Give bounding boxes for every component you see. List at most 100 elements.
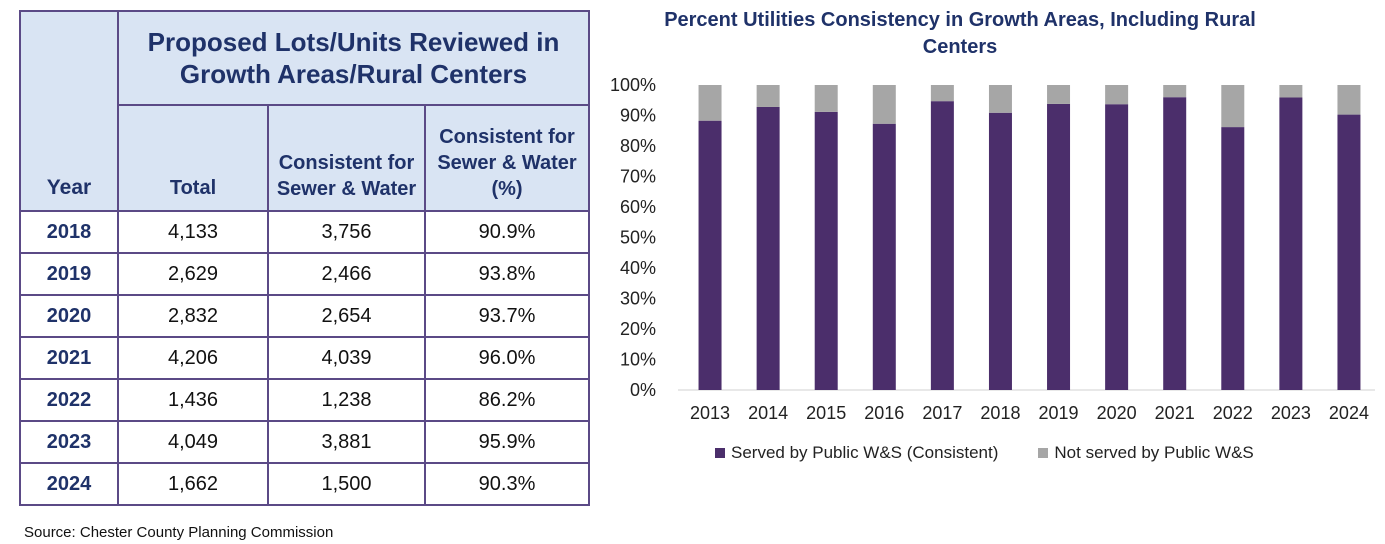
- bar-served: [1047, 103, 1071, 390]
- source-note: Source: Chester County Planning Commissi…: [24, 524, 334, 541]
- y-tick-label: 90%: [620, 106, 656, 126]
- y-tick-label: 20%: [620, 319, 656, 339]
- y-axis: 0% 10% 20% 30% 40% 50% 60% 70% 80% 90% 100%: [610, 75, 1375, 400]
- pct-cell: 90.9%: [423, 210, 591, 254]
- total-column-header: Total: [117, 104, 269, 212]
- bar-served: [1163, 97, 1187, 390]
- y-tick-label: 70%: [620, 167, 656, 187]
- total-cell: 4,049: [117, 420, 269, 464]
- pct-cell: 96.0%: [423, 336, 591, 380]
- x-axis: 2013 2014 2015 2016 2017 2018 2019 2020 2021 2022…: [690, 403, 1369, 423]
- y-tick-label: 0%: [630, 380, 656, 400]
- year-cell: 2020: [19, 294, 119, 338]
- y-tick-label: 10%: [620, 350, 656, 370]
- bar-not-served: [872, 85, 896, 124]
- year-cell: 2022: [19, 378, 119, 422]
- table-row: 2022 1,436 1,238 86.2%: [19, 378, 591, 422]
- lots-units-table: Year Proposed Lots/Units Reviewed in Gro…: [19, 10, 591, 506]
- consistent-cell: 1,500: [267, 462, 426, 506]
- bar-not-served: [1047, 85, 1071, 104]
- total-cell: 2,629: [117, 252, 269, 296]
- total-cell: 1,662: [117, 462, 269, 506]
- table-row: 2018 4,133 3,756 90.9%: [19, 210, 591, 254]
- legend-label: Served by Public W&S (Consistent): [731, 443, 999, 462]
- year-cell: 2018: [19, 210, 119, 254]
- y-tick-label: 60%: [620, 197, 656, 217]
- consistent-cell: 2,654: [267, 294, 426, 338]
- x-tick-label: 2023: [1271, 403, 1311, 423]
- consistent-column-header: Consistent for Sewer & Water: [267, 104, 426, 212]
- x-tick-label: 2017: [922, 403, 962, 423]
- x-tick-label: 2018: [980, 403, 1020, 423]
- legend-label: Not served by Public W&S: [1054, 443, 1254, 462]
- x-tick-label: 2013: [690, 403, 730, 423]
- pct-cell: 86.2%: [423, 378, 591, 422]
- x-tick-label: 2016: [864, 403, 904, 423]
- table-row: 2020 2,832 2,654 93.7%: [19, 294, 591, 338]
- table-row: 2023 4,049 3,881 95.9%: [19, 420, 591, 464]
- y-tick-label: 80%: [620, 136, 656, 156]
- bar-served: [988, 112, 1012, 390]
- bar-served: [1221, 127, 1245, 390]
- x-tick-label: 2021: [1155, 403, 1195, 423]
- table-row: 2021 4,206 4,039 96.0%: [19, 336, 591, 380]
- year-cell: 2023: [19, 420, 119, 464]
- bar-not-served: [1163, 85, 1187, 98]
- legend-swatch: [715, 448, 725, 458]
- pct-cell: 93.7%: [423, 294, 591, 338]
- x-tick-label: 2019: [1039, 403, 1079, 423]
- consistent-cell: 2,466: [267, 252, 426, 296]
- y-tick-label: 40%: [620, 258, 656, 278]
- consistent-cell: 4,039: [267, 336, 426, 380]
- x-tick-label: 2014: [748, 403, 788, 423]
- bar-not-served: [698, 85, 722, 121]
- bar-not-served: [1337, 85, 1361, 115]
- y-tick-label: 30%: [620, 289, 656, 309]
- table-body: 2018 4,133 3,756 90.9% 2019 2,629 2,466 93.8% 20…: [19, 210, 591, 506]
- bar-served: [1105, 104, 1129, 390]
- group-column-header: Proposed Lots/Units Reviewed in Growth A…: [116, 10, 591, 106]
- bar-not-served: [1105, 85, 1129, 105]
- chart-legend: Served by Public W&S (Consistent) Not ser…: [715, 443, 1254, 463]
- pct-cell: 93.8%: [423, 252, 591, 296]
- bar-served: [872, 123, 896, 391]
- total-cell: 1,436: [117, 378, 269, 422]
- year-cell: 2019: [19, 252, 119, 296]
- total-cell: 4,206: [117, 336, 269, 380]
- bar-not-served: [1221, 85, 1245, 128]
- y-tick-label: 50%: [620, 228, 656, 248]
- bar-served: [698, 120, 722, 390]
- bar-served: [1337, 114, 1361, 391]
- legend-item: Not served by Public W&S: [1038, 443, 1254, 463]
- x-tick-label: 2015: [806, 403, 846, 423]
- pct-cell: 90.3%: [423, 462, 591, 506]
- total-cell: 4,133: [117, 210, 269, 254]
- bar-not-served: [988, 85, 1012, 113]
- bar-served: [814, 111, 838, 390]
- total-cell: 2,832: [117, 294, 269, 338]
- legend-swatch: [1038, 448, 1049, 458]
- x-tick-label: 2024: [1329, 403, 1369, 423]
- bar-served: [756, 106, 780, 391]
- consistent-cell: 3,756: [267, 210, 426, 254]
- consistent-cell: 1,238: [267, 378, 426, 422]
- bar-served: [1279, 97, 1303, 390]
- bar-served: [930, 101, 954, 390]
- x-tick-label: 2022: [1213, 403, 1253, 423]
- year-column-header: Year: [19, 10, 119, 212]
- bars: [698, 85, 1361, 391]
- bar-not-served: [814, 85, 838, 112]
- chart-title: Percent Utilities Consistency in Growth …: [664, 9, 1256, 58]
- legend-item: Served by Public W&S (Consistent): [715, 443, 998, 463]
- x-tick-label: 2020: [1097, 403, 1137, 423]
- table-row: 2019 2,629 2,466 93.8%: [19, 252, 591, 296]
- year-cell: 2024: [19, 462, 119, 506]
- year-cell: 2021: [19, 336, 119, 380]
- y-tick-label: 100%: [610, 75, 656, 95]
- bar-not-served: [1279, 85, 1303, 98]
- bar-not-served: [930, 85, 954, 102]
- table-row: 2024 1,662 1,500 90.3%: [19, 462, 591, 506]
- consistent-cell: 3,881: [267, 420, 426, 464]
- pct-cell: 95.9%: [423, 420, 591, 464]
- consistent-pct-column-header: Consistent for Sewer & Water (%): [423, 104, 591, 212]
